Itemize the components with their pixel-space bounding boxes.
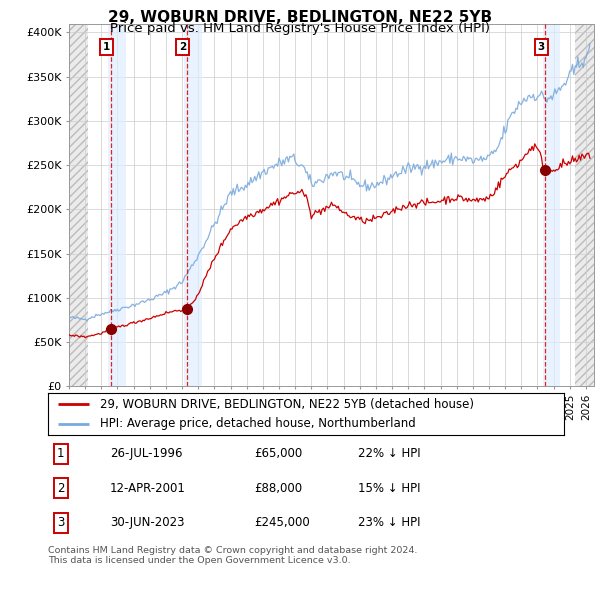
Bar	[543, 24, 560, 386]
Text: 30-JUN-2023: 30-JUN-2023	[110, 516, 184, 529]
Text: 22% ↓ HPI: 22% ↓ HPI	[358, 447, 420, 460]
Text: 3: 3	[538, 42, 545, 52]
Text: 15% ↓ HPI: 15% ↓ HPI	[358, 481, 420, 495]
Text: 2: 2	[179, 42, 186, 52]
Text: 29, WOBURN DRIVE, BEDLINGTON, NE22 5YB (detached house): 29, WOBURN DRIVE, BEDLINGTON, NE22 5YB (…	[100, 398, 473, 411]
Bar	[108, 24, 125, 386]
Text: 1: 1	[103, 42, 110, 52]
Text: 3: 3	[57, 516, 65, 529]
Text: 1: 1	[57, 447, 65, 460]
Text: Price paid vs. HM Land Registry's House Price Index (HPI): Price paid vs. HM Land Registry's House …	[110, 22, 490, 35]
Text: 2: 2	[57, 481, 65, 495]
Text: 23% ↓ HPI: 23% ↓ HPI	[358, 516, 420, 529]
Bar	[575, 24, 594, 386]
Text: £245,000: £245,000	[254, 516, 310, 529]
Text: £65,000: £65,000	[254, 447, 302, 460]
Bar	[184, 24, 202, 386]
Text: Contains HM Land Registry data © Crown copyright and database right 2024.
This d: Contains HM Land Registry data © Crown c…	[48, 546, 418, 565]
Text: HPI: Average price, detached house, Northumberland: HPI: Average price, detached house, Nort…	[100, 418, 415, 431]
Text: 29, WOBURN DRIVE, BEDLINGTON, NE22 5YB: 29, WOBURN DRIVE, BEDLINGTON, NE22 5YB	[108, 10, 492, 25]
Text: 12-APR-2001: 12-APR-2001	[110, 481, 186, 495]
Bar	[69, 24, 88, 386]
Text: £88,000: £88,000	[254, 481, 302, 495]
Text: 26-JUL-1996: 26-JUL-1996	[110, 447, 182, 460]
